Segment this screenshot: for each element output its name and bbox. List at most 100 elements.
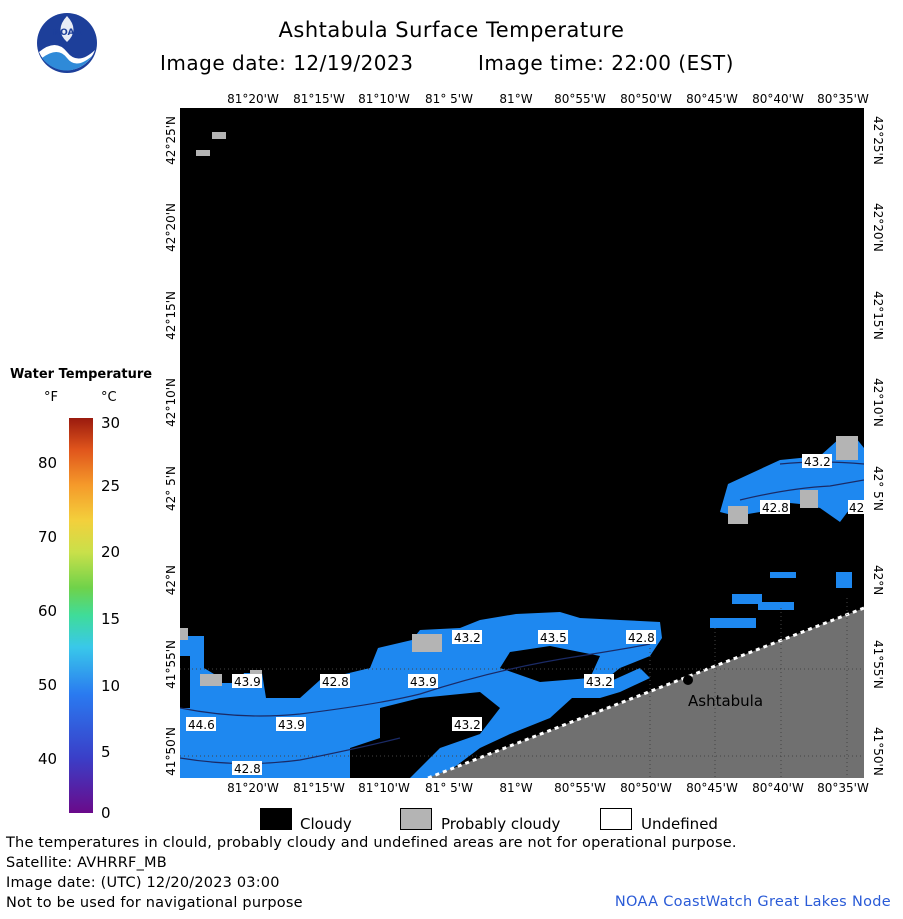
lon-tick-bottom: 81°20'W xyxy=(227,781,279,795)
temp-label: 42.8 xyxy=(628,631,655,645)
probably-cloudy-patch xyxy=(800,490,818,508)
c-tick: 15 xyxy=(101,610,121,628)
temp-label: 43.2 xyxy=(804,455,831,469)
f-tick: 40 xyxy=(38,750,58,768)
f-tick: 50 xyxy=(38,676,58,694)
lat-tick-left: 42°N xyxy=(164,565,178,596)
lon-tick-top: 80°45'W xyxy=(686,92,738,106)
cloudy-label: Cloudy xyxy=(300,815,352,833)
utc-date-text: Image date: (UTC) 12/20/2023 03:00 xyxy=(6,875,280,891)
harbor-marker xyxy=(683,675,693,685)
lat-tick-right: 42°20'N xyxy=(871,203,885,252)
c-tick: 20 xyxy=(101,543,121,561)
lon-tick-bottom: 80°45'W xyxy=(686,781,738,795)
lat-tick-right: 41°50'N xyxy=(871,727,885,776)
lat-tick-left: 41°50'N xyxy=(164,727,178,776)
navigation-warning: Not to be used for navigational purpose xyxy=(6,895,303,911)
temp-label: 43.9 xyxy=(410,675,437,689)
satellite-text: Satellite: AVHRRF_MB xyxy=(6,855,167,871)
c-tick: 10 xyxy=(101,677,121,695)
lon-tick-bottom: 80°40'W xyxy=(752,781,804,795)
probably-cloudy-label: Probably cloudy xyxy=(441,815,561,833)
lon-tick-top: 80°50'W xyxy=(620,92,672,106)
c-tick: 30 xyxy=(101,414,121,432)
lat-tick-left: 42°15'N xyxy=(164,291,178,340)
noaa-logo: NOAA xyxy=(36,12,98,74)
image-time: Image time: 22:00 (EST) xyxy=(478,51,734,75)
water-region xyxy=(732,594,762,604)
cloudy-swatch xyxy=(260,808,292,830)
probably-cloudy-patch xyxy=(412,634,442,652)
temp-label: 42.8 xyxy=(234,762,261,776)
water-region xyxy=(710,618,756,628)
unit-fahrenheit: °F xyxy=(44,390,58,405)
lon-tick-top: 81°15'W xyxy=(293,92,345,106)
water-region xyxy=(550,668,650,698)
f-tick: 60 xyxy=(38,602,58,620)
lon-tick-top: 81°W xyxy=(499,92,533,106)
temp-label: 42.8 xyxy=(322,675,349,689)
cloud-cover xyxy=(350,692,500,778)
shoreline xyxy=(427,606,865,780)
probably-cloudy-patch xyxy=(200,674,222,686)
temp-label: 42.8 xyxy=(762,501,789,515)
temp-label: 42 xyxy=(849,501,864,515)
logo-text: NOAA xyxy=(53,28,82,38)
temp-label: 43.9 xyxy=(234,675,261,689)
lon-tick-bottom: 81° 5'W xyxy=(425,781,473,795)
probably-cloudy-patch xyxy=(196,150,210,156)
lat-tick-right: 42° 5'N xyxy=(871,466,885,511)
c-tick: 5 xyxy=(101,743,111,761)
lat-tick-left: 41°55'N xyxy=(164,640,178,689)
graticule xyxy=(180,598,864,778)
lon-tick-top: 80°40'W xyxy=(752,92,804,106)
lat-tick-left: 42°25'N xyxy=(164,116,178,165)
c-tick: 25 xyxy=(101,477,121,495)
node-credit: NOAA CoastWatch Great Lakes Node xyxy=(614,894,891,910)
lat-tick-left: 42° 5'N xyxy=(164,466,178,511)
f-tick: 80 xyxy=(38,454,58,472)
lat-tick-left: 42°20'N xyxy=(164,203,178,252)
temp-label: 43.2 xyxy=(586,675,613,689)
unit-celsius: °C xyxy=(101,390,117,405)
temp-label: 43.9 xyxy=(278,718,305,732)
cloud-cover xyxy=(180,656,190,708)
temp-label: 43.2 xyxy=(454,631,481,645)
probably-cloudy-patch xyxy=(180,628,188,640)
water-region xyxy=(836,572,852,588)
probably-cloudy-swatch xyxy=(400,808,432,830)
temp-label: 43.2 xyxy=(454,718,481,732)
image-date: Image date: 12/19/2023 xyxy=(160,51,414,75)
isotherm-lines xyxy=(179,461,865,765)
probably-cloudy-patch xyxy=(836,436,858,460)
probably-cloudy-patch xyxy=(212,132,226,139)
lon-tick-top: 80°35'W xyxy=(817,92,869,106)
f-tick: 70 xyxy=(38,528,58,546)
lon-tick-bottom: 80°55'W xyxy=(554,781,606,795)
lat-tick-right: 42°25'N xyxy=(871,116,885,165)
lon-tick-bottom: 81°10'W xyxy=(358,781,410,795)
lon-tick-bottom: 80°35'W xyxy=(817,781,869,795)
lat-tick-right: 42°N xyxy=(871,565,885,596)
temperature-labels: 43.2 42.8 42 43.2 43.5 42.8 43.9 42.8 43… xyxy=(186,454,864,776)
undefined-label: Undefined xyxy=(641,815,718,833)
lon-tick-bottom: 81°W xyxy=(499,781,533,795)
cloud-cover xyxy=(500,646,600,682)
c-tick: 0 xyxy=(101,804,111,822)
lat-tick-left: 42°10'N xyxy=(164,378,178,427)
lon-tick-bottom: 81°15'W xyxy=(293,781,345,795)
undefined-swatch xyxy=(600,808,632,830)
place-label: Ashtabula xyxy=(688,692,763,710)
lon-tick-top: 81°10'W xyxy=(358,92,410,106)
lat-tick-right: 42°10'N xyxy=(871,378,885,427)
water-region xyxy=(758,602,794,610)
lon-tick-top: 81°20'W xyxy=(227,92,279,106)
legend-title: Water Temperature xyxy=(10,367,153,382)
lon-tick-top: 81° 5'W xyxy=(425,92,473,106)
disclaimer-text: The temperatures in clould, probably clo… xyxy=(6,835,737,851)
temperature-map: Ashtabula 43.2 42.8 42 43.2 43.5 42.8 43… xyxy=(179,108,865,780)
temp-label: 44.6 xyxy=(188,718,215,732)
lat-tick-right: 41°55'N xyxy=(871,640,885,689)
lon-tick-bottom: 80°50'W xyxy=(620,781,672,795)
lat-tick-right: 42°15'N xyxy=(871,291,885,340)
